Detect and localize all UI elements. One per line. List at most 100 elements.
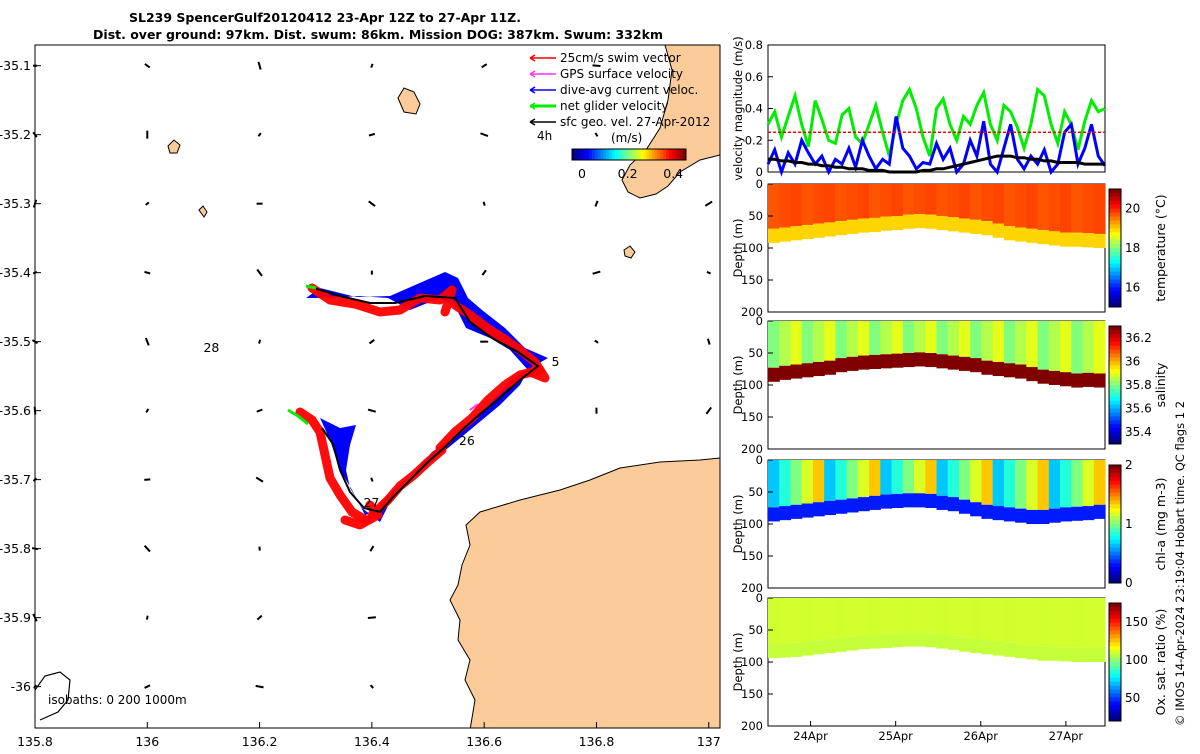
section-cell-lower: [937, 216, 949, 230]
section-cell-upper: [914, 321, 926, 352]
section-colorbar-cell: [1109, 264, 1121, 268]
section-cell-upper: [925, 460, 937, 494]
section-cell-lower: [869, 218, 881, 232]
section-cell-upper: [768, 321, 780, 368]
section-colorbar-tick-label: 50: [1125, 691, 1140, 705]
section-cell-upper: [1083, 460, 1095, 506]
section-colorbar-cell: [1109, 469, 1121, 473]
colorbar-cell: [663, 149, 666, 160]
section-cell-lower: [1049, 647, 1061, 661]
section-cell-upper: [993, 598, 1005, 642]
section-cell-upper: [869, 598, 881, 634]
section-colorbar-cell: [1109, 287, 1121, 291]
section-cell-lower: [847, 357, 859, 371]
section-colorbar-cell: [1109, 236, 1121, 240]
section-colorbar-cell: [1109, 413, 1121, 417]
section-cell-upper: [779, 598, 791, 643]
section-colorbar-cell: [1109, 260, 1121, 264]
figure-title-line2: Dist. over ground: 97km. Dist. swum: 86k…: [93, 27, 663, 42]
day-label: 27: [363, 495, 379, 510]
section-colorbar-cell: [1109, 481, 1121, 485]
section-colorbar-cell: [1109, 205, 1121, 209]
map-x-tick-label: 136.6: [466, 734, 502, 749]
section-cell-upper: [914, 598, 926, 633]
map-x-tick-label: 136.8: [579, 734, 615, 749]
section-colorbar-cell: [1109, 272, 1121, 276]
section-cell-lower: [1026, 367, 1038, 381]
section-cell-lower: [1049, 371, 1061, 385]
colorbar-tick-label: 0: [578, 166, 586, 181]
section-cell-upper: [892, 598, 904, 633]
section-cell-lower: [1083, 506, 1095, 520]
section-cell-upper: [1015, 598, 1027, 644]
section-cell-lower: [1015, 365, 1027, 379]
day-label: 26: [459, 433, 475, 448]
section-colorbar-cell: [1109, 489, 1121, 493]
section-colorbar-cell: [1109, 701, 1121, 705]
section-cell-upper: [880, 321, 892, 354]
section-cell-lower: [903, 353, 915, 367]
legend-label: net glider velocity: [560, 99, 668, 113]
map-y-tick-label: -35.3: [0, 196, 31, 211]
map-y-tick-label: -35.1: [0, 58, 31, 73]
section-cell-lower: [847, 220, 859, 234]
section-cell-lower: [802, 225, 814, 239]
section-cell-upper: [1038, 460, 1050, 510]
section-cell-lower: [1083, 373, 1095, 387]
section-cell-upper: [970, 321, 982, 358]
section-cell-upper: [790, 460, 802, 505]
section-cell-lower: [959, 219, 971, 233]
map-y-tick-label: -35.7: [0, 472, 31, 487]
section-colorbar-cell: [1109, 516, 1121, 520]
section-colorbar-cell: [1109, 544, 1121, 548]
section-cell-upper: [959, 460, 971, 500]
colorbar-cell: [595, 149, 598, 160]
section-colorbar-cell: [1109, 397, 1121, 401]
section-colorbar-cell: [1109, 611, 1121, 615]
colorbar-cell: [660, 149, 663, 160]
map-x-tick-label: 136.2: [242, 734, 278, 749]
section-cell-lower: [937, 634, 949, 648]
section-colorbar-cell: [1109, 496, 1121, 500]
colorbar-cell: [666, 149, 669, 160]
section-cell-lower: [880, 495, 892, 509]
section-colorbar-tick-label: 35.4: [1125, 425, 1152, 439]
section-cell-lower: [959, 357, 971, 371]
section-cell-lower: [813, 224, 825, 238]
section-cell-lower: [1004, 643, 1016, 657]
section-cell-lower: [1060, 647, 1072, 661]
section-cell-lower: [869, 634, 881, 648]
section-x-tick-label: 24Apr: [793, 729, 828, 743]
section-colorbar-tick-label: 1: [1125, 517, 1133, 531]
section-cell-lower: [993, 642, 1005, 656]
colorbar-cell: [592, 149, 595, 160]
section-cell-lower: [892, 633, 904, 647]
section-colorbar-cell: [1109, 607, 1121, 611]
section-cell-lower: [1094, 373, 1106, 387]
section-colorbar-cell: [1109, 520, 1121, 524]
section-colorbar-cell: [1109, 528, 1121, 532]
section-colorbar-cell: [1109, 642, 1121, 646]
colorbar-cell: [606, 149, 609, 160]
section-cell-lower: [1015, 509, 1027, 523]
section-x-tick-label: 26Apr: [963, 729, 998, 743]
section-cell-lower: [1094, 648, 1106, 662]
section-cell-upper: [903, 460, 915, 493]
section-cell-upper: [970, 184, 982, 220]
colorbar-cell: [583, 149, 586, 160]
section-cell-lower: [1083, 233, 1095, 247]
section-cell-upper: [1049, 184, 1061, 231]
section-y-tick-label: 200: [741, 719, 763, 733]
section-colorbar-cell: [1109, 575, 1121, 579]
section-colorbar-cell: [1109, 342, 1121, 346]
section-y-tick-label: 50: [748, 623, 763, 637]
section-cell-upper: [993, 460, 1005, 506]
section-cell-upper: [1071, 460, 1083, 507]
colorbar-cell: [658, 149, 661, 160]
section-cell-upper: [779, 184, 791, 228]
section-cell-upper: [948, 460, 960, 497]
side-credit: © IMOS 14-Apr-2024 23:19:04 Hobart time.…: [1173, 401, 1187, 726]
